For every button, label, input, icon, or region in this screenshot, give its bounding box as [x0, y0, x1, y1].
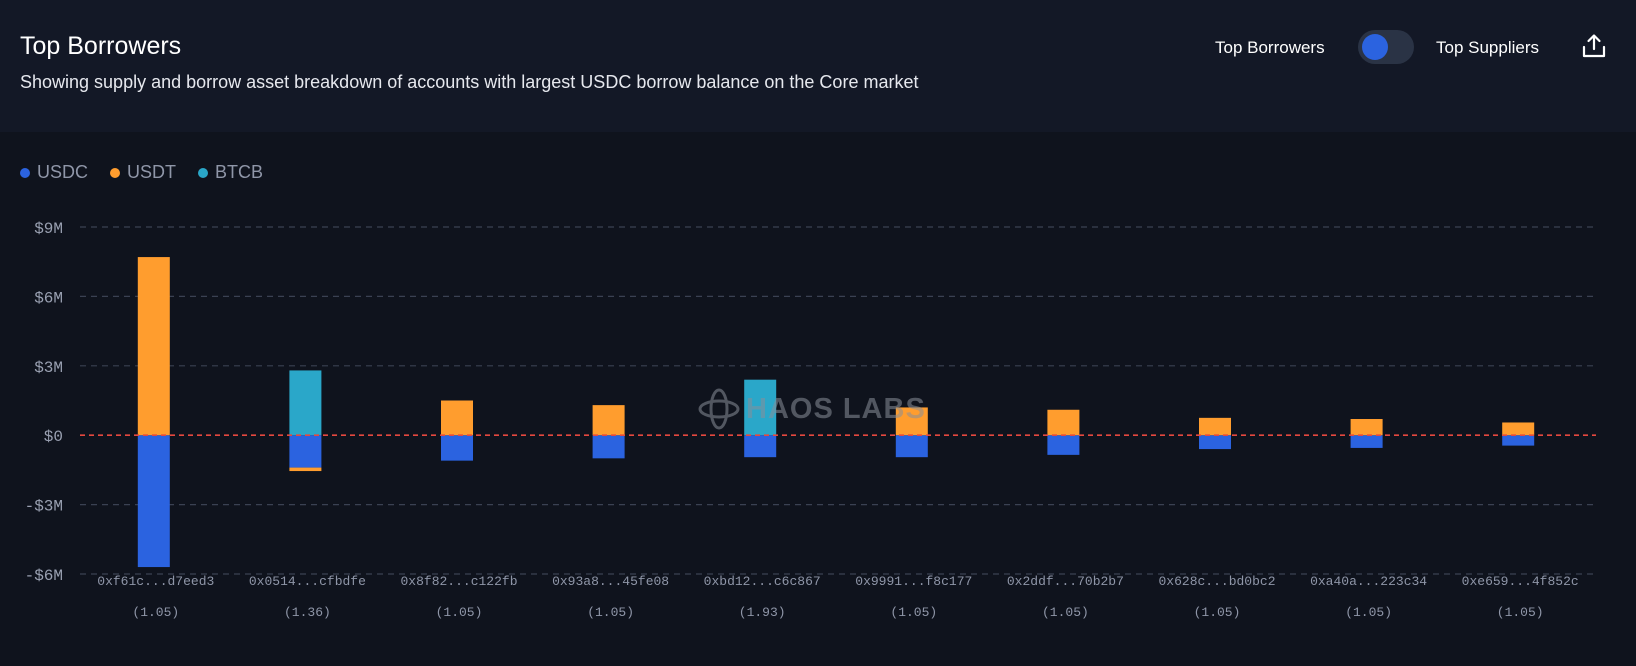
bar-usdt [441, 400, 473, 436]
x-tick-sublabel: (1.05) [587, 605, 634, 620]
y-tick-label: -$6M [25, 567, 63, 585]
page-title: Top Borrowers [20, 32, 182, 60]
x-tick-label: 0xf61c...d7eed3 [97, 574, 214, 589]
y-tick-label: $3M [34, 359, 63, 377]
legend-dot-btcb [198, 167, 209, 178]
bar-btcb [289, 370, 322, 436]
legend-dot-usdt [110, 167, 121, 178]
legend-label-usdt: USDT [127, 162, 177, 182]
bar-usdc [137, 435, 170, 568]
y-tick-label: $6M [34, 289, 63, 307]
legend-item-btcb[interactable]: BTCB [198, 162, 263, 183]
bar-usdt [592, 405, 625, 436]
bar-usdt [137, 257, 170, 436]
bar-usdc [1199, 435, 1231, 450]
x-tick-sublabel: (1.05) [1497, 605, 1544, 620]
x-tick-sublabel: (1.05) [1194, 605, 1241, 620]
x-tick-sublabel: (1.05) [436, 605, 483, 620]
y-tick-label: $0 [44, 428, 63, 446]
toggle-label-top-suppliers[interactable]: Top Suppliers [1436, 38, 1540, 57]
toggle-label-top-borrowers[interactable]: Top Borrowers [1215, 38, 1325, 57]
share-icon [1582, 34, 1606, 58]
bar-usdc [441, 435, 473, 461]
legend-dot-usdc [20, 167, 30, 178]
x-tick-sublabel: (1.05) [1042, 605, 1089, 620]
bar-usdc [744, 435, 777, 458]
x-tick-sublabel: (1.05) [132, 605, 179, 620]
x-tick-sublabel: (1.93) [739, 605, 786, 620]
y-tick-label: $9M [34, 220, 63, 238]
x-tick-label: 0xbd12...c6c867 [704, 574, 821, 589]
legend-label-usdc: USDC [37, 162, 89, 182]
page-subtitle: Showing supply and borrow asset breakdow… [20, 72, 919, 92]
x-tick-sublabel: (1.05) [890, 605, 937, 620]
x-tick-label: 0x9991...f8c177 [855, 574, 972, 589]
share-button[interactable] [1580, 32, 1608, 60]
bar-usdt [289, 467, 322, 472]
watermark: HAOS LABS [698, 386, 926, 432]
bar-usdt [1350, 419, 1383, 436]
legend-item-usdc[interactable]: USDC [20, 162, 88, 183]
chart-legend: USDC USDT BTCB [20, 162, 263, 183]
x-tick-sublabel: (1.05) [1345, 605, 1392, 620]
bar-usdt [1047, 409, 1080, 436]
bar-usdt [1502, 422, 1535, 436]
x-tick-label: 0xe659...4f852c [1462, 574, 1579, 589]
legend-label-btcb: BTCB [215, 162, 264, 182]
bar-usdt [895, 407, 928, 436]
bar-usdc [1047, 435, 1080, 455]
bar-usdc [592, 435, 625, 459]
bar-usdc [289, 435, 322, 468]
header-panel: Top Borrowers Showing supply and borrow … [0, 0, 1636, 132]
y-tick-label: -$3M [25, 498, 63, 516]
x-tick-label: 0x93a8...45fe08 [552, 574, 669, 589]
x-tick-label: 0x0514...cfbdfe [249, 574, 366, 589]
borrowers-suppliers-toggle[interactable] [1358, 30, 1414, 64]
x-tick-label: 0x628c...bd0bc2 [1158, 574, 1275, 589]
stacked-bar-chart: $9M $6M $3M $0 -$3M -$6M 0xf61c...d7eed3 (1.05)… [25, 220, 1596, 620]
x-tick-label: 0xa40a...223c34 [1310, 574, 1427, 589]
bar-usdc [1350, 435, 1383, 448]
x-tick-label: 0x8f82...c122fb [400, 574, 517, 589]
bar-btcb [744, 379, 777, 436]
x-tick-label: 0x2ddf...70b2b7 [1007, 574, 1124, 589]
bar-usdc [1502, 435, 1535, 446]
bar-usdt [1199, 417, 1231, 436]
bar-usdc [895, 435, 928, 458]
watermark-text: HAOS LABS [746, 392, 926, 425]
toggle-knob [1362, 34, 1388, 60]
x-tick-sublabel: (1.36) [284, 605, 331, 620]
chaos-labs-logo-icon [698, 388, 740, 430]
legend-item-usdt[interactable]: USDT [110, 162, 176, 183]
